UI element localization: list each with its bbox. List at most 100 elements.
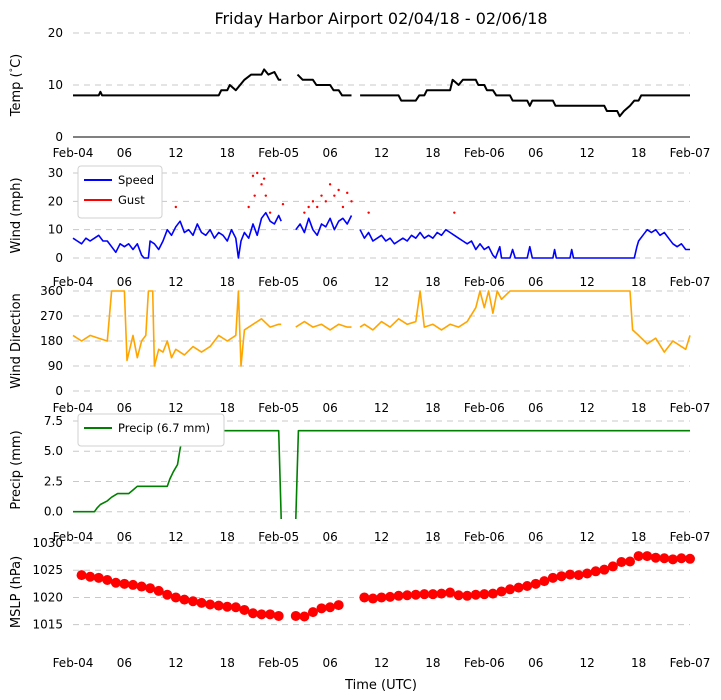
x-tick-label-2-11: 18 bbox=[631, 401, 646, 415]
data-point-1-1-6 bbox=[262, 177, 266, 180]
x-tick-label-1-2: 12 bbox=[168, 275, 183, 289]
x-tick-label-3-5: 06 bbox=[322, 530, 337, 544]
data-point-1-1-19 bbox=[341, 205, 345, 209]
data-point-4-0-35 bbox=[402, 590, 413, 601]
data-point-4-0-31 bbox=[367, 593, 378, 604]
data-point-4-0-3 bbox=[102, 575, 113, 586]
x-tick-label-2-2: 12 bbox=[168, 401, 183, 415]
y-axis-label-0: Temp (°C) bbox=[9, 54, 24, 118]
data-point-1-1-18 bbox=[337, 188, 340, 192]
x-tick-label-4-1: 06 bbox=[117, 656, 132, 670]
data-point-4-0-67 bbox=[676, 553, 687, 564]
x-tick-label-2-10: 12 bbox=[580, 401, 595, 415]
data-point-1-1-1 bbox=[247, 205, 250, 209]
x-tick-label-2-12: Feb-07 bbox=[670, 401, 711, 415]
series-line-2-0-2 bbox=[359, 290, 691, 353]
series-line-3-0-1 bbox=[295, 429, 690, 520]
y-tick-label-0-2: 20 bbox=[48, 26, 63, 40]
data-point-4-0-66 bbox=[667, 554, 678, 565]
x-tick-label-0-9: 06 bbox=[528, 146, 543, 160]
data-point-4-0-17 bbox=[222, 601, 233, 612]
data-point-4-0-32 bbox=[376, 592, 387, 603]
series-line-0-0-1 bbox=[296, 73, 352, 97]
y-tick-label-3-0: 0.0 bbox=[44, 505, 63, 519]
data-point-4-0-19 bbox=[239, 604, 250, 615]
x-tick-label-3-3: 18 bbox=[220, 530, 235, 544]
series-line-2-0-1 bbox=[295, 320, 352, 331]
data-point-4-0-50 bbox=[530, 578, 541, 589]
x-tick-label-2-5: 06 bbox=[322, 401, 337, 415]
data-point-4-0-47 bbox=[505, 584, 516, 595]
series-line-1-0-2 bbox=[359, 228, 690, 259]
y-axis-label-2: Wind Direction bbox=[9, 293, 24, 389]
x-tick-label-1-6: 12 bbox=[374, 275, 389, 289]
y-tick-label-2-3: 270 bbox=[40, 309, 63, 323]
data-point-4-0-29 bbox=[333, 600, 344, 611]
x-tick-label-3-0: Feb-04 bbox=[53, 530, 94, 544]
y-tick-label-4-2: 1025 bbox=[32, 563, 63, 577]
x-tick-label-1-9: 06 bbox=[528, 275, 543, 289]
x-tick-label-1-10: 12 bbox=[580, 275, 595, 289]
x-tick-label-1-8: Feb-06 bbox=[464, 275, 505, 289]
data-point-1-1-17 bbox=[333, 194, 336, 197]
data-point-1-1-13 bbox=[316, 205, 319, 209]
x-tick-label-4-2: 12 bbox=[168, 656, 183, 670]
data-point-4-0-20 bbox=[247, 608, 258, 619]
x-tick-label-2-9: 06 bbox=[528, 401, 543, 415]
data-point-4-0-60 bbox=[616, 557, 627, 568]
x-tick-label-0-0: Feb-04 bbox=[53, 146, 94, 160]
data-point-4-0-6 bbox=[127, 579, 138, 590]
x-tick-label-1-7: 18 bbox=[425, 275, 440, 289]
x-tick-label-4-12: Feb-07 bbox=[670, 656, 711, 670]
data-point-4-0-55 bbox=[573, 570, 584, 581]
y-tick-label-3-2: 5.0 bbox=[44, 444, 63, 458]
data-point-4-0-45 bbox=[487, 588, 498, 599]
data-point-4-0-11 bbox=[170, 592, 181, 603]
data-point-1-1-2 bbox=[251, 174, 255, 178]
x-tick-label-0-4: Feb-05 bbox=[258, 146, 299, 160]
x-tick-label-1-3: 18 bbox=[220, 275, 235, 289]
x-tick-label-2-8: Feb-06 bbox=[464, 401, 505, 415]
data-point-4-0-61 bbox=[625, 556, 636, 567]
chart-title: Friday Harbor Airport 02/04/18 - 02/06/1… bbox=[214, 9, 547, 28]
x-tick-label-1-12: Feb-07 bbox=[670, 275, 711, 289]
y-tick-label-4-0: 1015 bbox=[32, 618, 63, 632]
data-point-4-0-34 bbox=[393, 590, 404, 601]
y-tick-label-3-3: 7.5 bbox=[44, 414, 63, 428]
x-tick-label-1-4: Feb-05 bbox=[258, 275, 299, 289]
x-tick-label-4-4: Feb-05 bbox=[258, 656, 299, 670]
y-tick-label-2-4: 360 bbox=[40, 284, 63, 298]
data-point-1-1-0 bbox=[174, 205, 178, 209]
series-line-0-0-0 bbox=[73, 68, 282, 97]
data-point-4-0-43 bbox=[470, 589, 481, 600]
data-point-4-0-0 bbox=[76, 570, 87, 581]
x-tick-label-0-7: 18 bbox=[425, 146, 440, 160]
legend-box-3 bbox=[77, 413, 225, 447]
data-point-4-0-51 bbox=[539, 576, 550, 587]
y-axis-label-1: Wind (mph) bbox=[9, 177, 24, 253]
data-point-4-0-13 bbox=[187, 596, 198, 607]
y-tick-label-1-0: 0 bbox=[55, 251, 63, 265]
series-line-1-0-0 bbox=[72, 211, 282, 259]
data-point-4-0-65 bbox=[659, 553, 670, 564]
x-tick-label-0-3: 18 bbox=[220, 146, 235, 160]
x-tick-label-3-11: 18 bbox=[631, 530, 646, 544]
x-tick-label-0-6: 12 bbox=[374, 146, 389, 160]
x-tick-label-2-6: 12 bbox=[374, 401, 389, 415]
data-point-4-0-57 bbox=[590, 566, 601, 577]
x-tick-label-4-9: 06 bbox=[528, 656, 543, 670]
data-point-4-0-41 bbox=[453, 590, 464, 601]
data-point-1-1-7 bbox=[264, 194, 268, 197]
x-tick-label-3-8: Feb-06 bbox=[464, 530, 505, 544]
data-point-4-0-26 bbox=[307, 607, 318, 618]
data-point-1-1-12 bbox=[311, 200, 315, 203]
data-point-4-0-58 bbox=[599, 564, 610, 575]
x-tick-label-0-5: 06 bbox=[322, 146, 337, 160]
x-tick-label-2-0: Feb-04 bbox=[53, 401, 94, 415]
data-point-4-0-15 bbox=[205, 599, 216, 610]
data-point-4-0-62 bbox=[633, 551, 644, 562]
data-point-4-0-12 bbox=[179, 594, 190, 605]
data-point-4-0-28 bbox=[325, 602, 336, 613]
data-point-4-0-25 bbox=[299, 611, 310, 622]
data-point-4-0-40 bbox=[445, 587, 456, 598]
